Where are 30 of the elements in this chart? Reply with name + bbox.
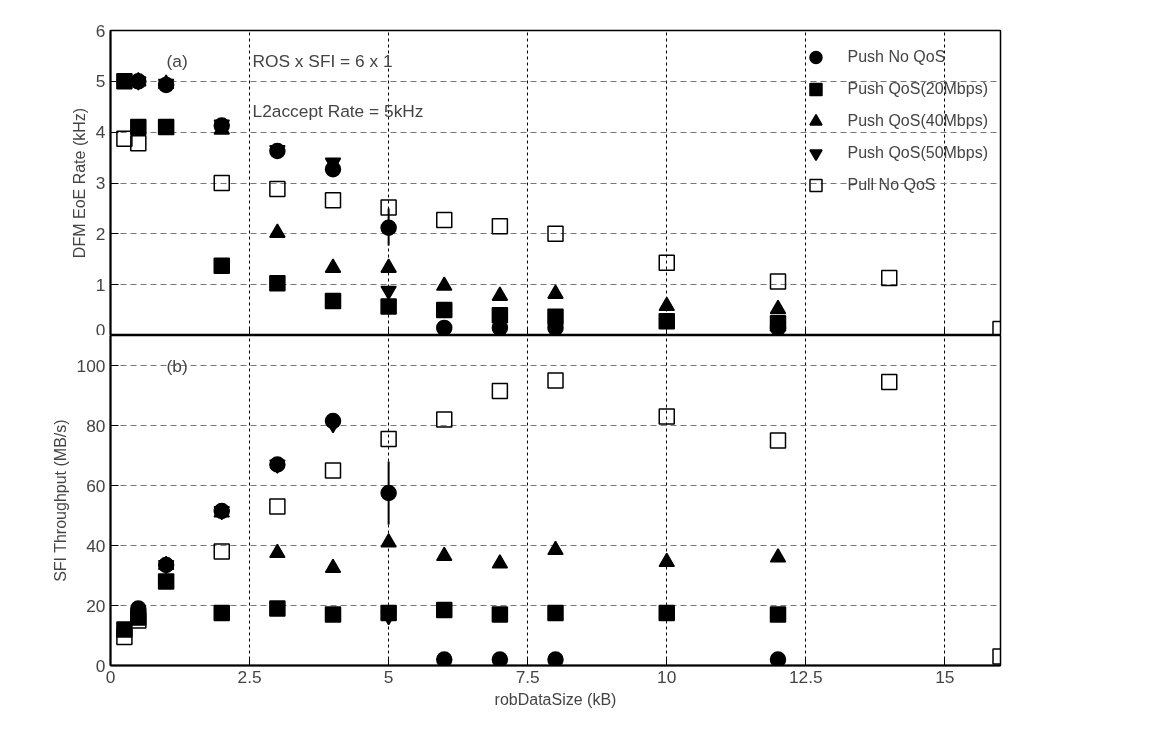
y-tick-label: 20 [86,595,106,616]
x-tick-label: 15 [935,666,955,687]
annotation: (a) [166,50,188,71]
annotation: ROS x SFI = 6 x 1 [252,50,393,71]
legend-label: Push QoS(20Mbps) [847,80,988,98]
x-tick-label: 7.5 [515,666,540,687]
y-tick-label: 60 [86,475,106,496]
y-tick-label: 6 [95,20,106,41]
y-tick-label: 1 [95,274,106,295]
y-axis-title: SFI Throughput (MB/s) [51,419,69,582]
x-tick-label: 2.5 [237,666,262,687]
y-tick-label: 100 [76,355,106,376]
x-tick-label: 5 [383,666,394,687]
legend-label: Pull No QoS [847,176,936,194]
y-tick-label: 5 [95,71,106,92]
x-tick-label: 12.5 [788,666,823,687]
legend-label: Push No QoS [847,48,946,66]
y-tick-label: 40 [86,535,106,556]
y-tick-label: 80 [86,415,106,436]
y-axis-title: DFM EoE Rate (kHz) [70,107,88,259]
y-tick-label: 4 [95,122,106,143]
x-axis-title: robDataSize (kB) [494,690,617,708]
legend-label: Push QoS(50Mbps) [847,144,988,162]
y-tick-label: 2 [95,223,106,244]
legend-label: Push QoS(40Mbps) [847,112,988,130]
y-tick-label: 0 [95,319,106,340]
annotation: (b) [166,355,188,376]
annotation: L2accept Rate = 5kHz [252,100,424,121]
x-tick-label: 10 [657,666,677,687]
y-tick-label: 3 [95,173,106,193]
